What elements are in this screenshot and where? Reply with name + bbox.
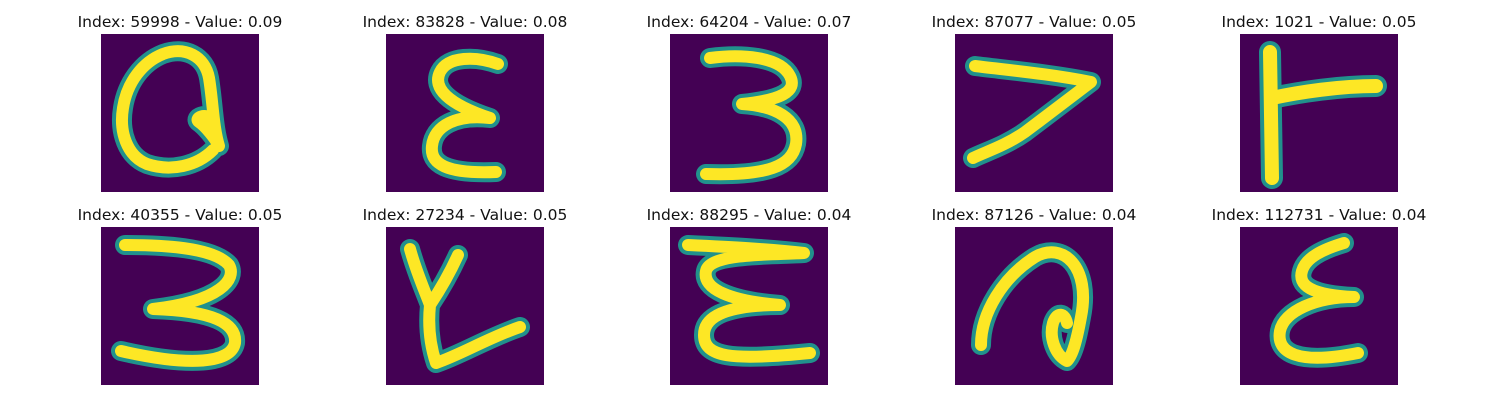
digit-image xyxy=(386,34,544,192)
glyph-three-like xyxy=(111,235,246,371)
digit-image xyxy=(955,227,1113,385)
digit-image xyxy=(101,227,259,385)
sample-panel: Index: 83828 - Value: 0.08 xyxy=(345,12,585,202)
glyph-a-like xyxy=(971,242,1094,371)
panel-title: Index: 112731 - Value: 0.04 xyxy=(1211,206,1427,224)
glyph-epsilon-like xyxy=(421,48,508,183)
glyph-a-like xyxy=(112,41,229,178)
sample-panel: Index: 1021 - Value: 0.05 xyxy=(1199,12,1439,202)
digit-image xyxy=(1240,34,1398,192)
glyph-seven-like xyxy=(963,56,1101,168)
digit-image xyxy=(1240,227,1398,385)
panel-title: Index: 87077 - Value: 0.05 xyxy=(931,13,1137,31)
sample-panel: Index: 112731 - Value: 0.04 xyxy=(1199,205,1439,395)
panel-title: Index: 64204 - Value: 0.07 xyxy=(646,13,852,31)
digit-image xyxy=(386,227,544,385)
glyph-epsilon-like xyxy=(1269,233,1368,368)
digit-image xyxy=(670,227,828,385)
glyph-t-like xyxy=(1259,41,1387,189)
panel-title: Index: 40355 - Value: 0.05 xyxy=(77,206,283,224)
glyph-epsilon-like xyxy=(678,235,820,367)
sample-panel: Index: 87126 - Value: 0.04 xyxy=(914,205,1154,395)
panel-title: Index: 1021 - Value: 0.05 xyxy=(1221,13,1417,31)
sample-panel: Index: 59998 - Value: 0.09 xyxy=(60,12,300,202)
sample-panel: Index: 27234 - Value: 0.05 xyxy=(345,205,585,395)
panel-title: Index: 59998 - Value: 0.09 xyxy=(77,13,283,31)
sample-panel: Index: 64204 - Value: 0.07 xyxy=(629,12,869,202)
glyph-y-like xyxy=(400,239,530,373)
panel-title: Index: 88295 - Value: 0.04 xyxy=(646,206,852,224)
panel-title: Index: 27234 - Value: 0.05 xyxy=(362,206,568,224)
digit-image xyxy=(955,34,1113,192)
panel-title: Index: 83828 - Value: 0.08 xyxy=(362,13,568,31)
sample-panel: Index: 40355 - Value: 0.05 xyxy=(60,205,300,395)
panel-title: Index: 87126 - Value: 0.04 xyxy=(931,206,1137,224)
digit-image xyxy=(101,34,259,192)
sample-panel: Index: 88295 - Value: 0.04 xyxy=(629,205,869,395)
glyph-three-like xyxy=(696,46,807,185)
digit-image xyxy=(670,34,828,192)
sample-panel: Index: 87077 - Value: 0.05 xyxy=(914,12,1154,202)
